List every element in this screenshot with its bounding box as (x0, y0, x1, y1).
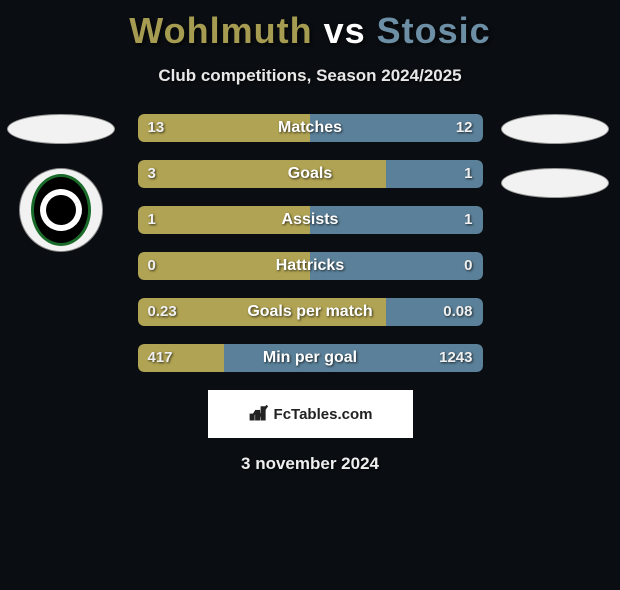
stat-bar-row: 00Hattricks (138, 252, 483, 280)
stat-label: Assists (138, 206, 483, 234)
stat-bar-row: 4171243Min per goal (138, 344, 483, 372)
club-badge-icon (31, 174, 91, 246)
stat-label: Min per goal (138, 344, 483, 372)
chart-icon (248, 401, 270, 427)
brand-text: FcTables.com (274, 406, 373, 423)
stat-label: Goals per match (138, 298, 483, 326)
comparison-title: Wohlmuth vs Stosic (0, 10, 620, 52)
content-area: 1312Matches 31Goals 11Assists 00Hattricks 0.… (0, 114, 620, 474)
player2-club-badge-placeholder (501, 168, 609, 198)
stat-bar-row: 1312Matches (138, 114, 483, 142)
subtitle: Club competitions, Season 2024/2025 (0, 66, 620, 86)
player1-avatar-column (6, 114, 116, 252)
player2-avatar-column (500, 114, 610, 198)
player1-name: Wohlmuth (129, 10, 312, 51)
player2-name: Stosic (377, 10, 491, 51)
stat-label: Hattricks (138, 252, 483, 280)
stat-label: Goals (138, 160, 483, 188)
player2-photo-placeholder (501, 114, 609, 144)
player1-club-badge (19, 168, 103, 252)
stat-bar-row: 11Assists (138, 206, 483, 234)
stat-label: Matches (138, 114, 483, 142)
date-text: 3 november 2024 (0, 454, 620, 474)
fctables-logo: FcTables.com (248, 401, 373, 427)
stat-bar-row: 31Goals (138, 160, 483, 188)
player1-photo-placeholder (7, 114, 115, 144)
stats-bars: 1312Matches 31Goals 11Assists 00Hattricks 0.… (138, 114, 483, 372)
brand-box: FcTables.com (208, 390, 413, 438)
stat-bar-row: 0.230.08Goals per match (138, 298, 483, 326)
vs-text: vs (324, 10, 366, 51)
